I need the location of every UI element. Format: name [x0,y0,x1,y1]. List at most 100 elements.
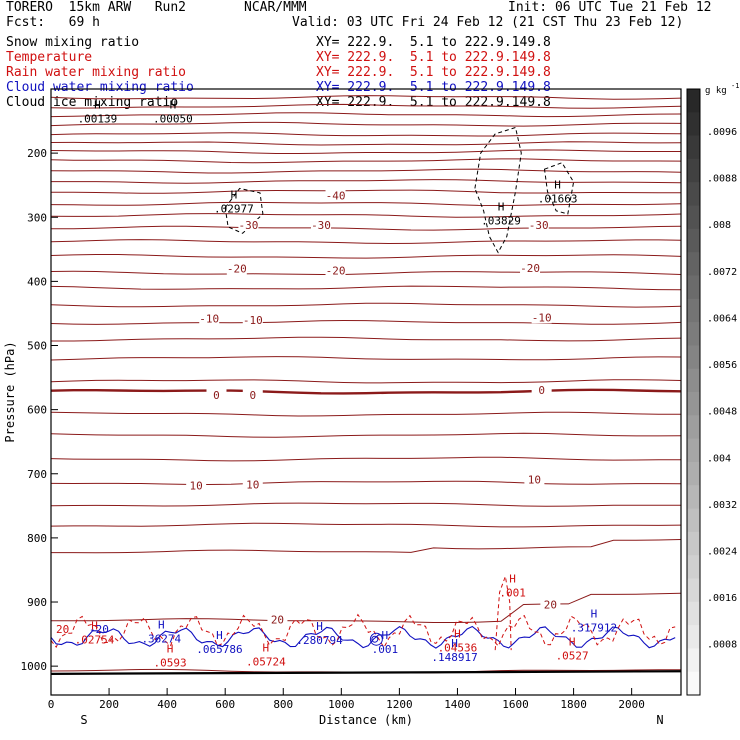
isotherm-line [50,502,682,507]
legend-snow-label: Snow mixing ratio [6,35,140,50]
cloud-contours [224,126,575,254]
cloud-ice-contour [543,162,575,215]
extremum-marker: H [454,628,461,641]
extremum-value: .02754 [75,633,115,646]
isotherm-label: -30 [529,219,549,232]
colorbar-tick-label: .0016 [707,593,737,604]
extremum-value: .317912 [571,622,617,635]
extremum-marker: H [509,572,516,585]
colorbar-swatch [687,205,700,230]
extremum-marker: H [498,201,505,214]
colorbar-swatch [687,438,700,463]
colorbar-swatch [687,298,700,323]
extremum-marker: H [94,99,101,112]
colorbar-tick-label: .0032 [707,500,737,511]
legend-snow-xy: XY= 222.9. 5.1 to 222.9.149.8 [316,35,551,50]
isotherm-label: 0 [538,384,545,397]
y-tick-label: 500 [27,340,47,353]
isotherm-label-bg [242,388,263,401]
isotherm-line [50,388,682,395]
colorbar-swatch [687,135,700,160]
x-tick-label: 1400 [444,698,471,711]
colorbar-swatch [687,228,700,253]
colorbar-swatch [687,601,700,626]
isotherm-label: 20 [544,599,557,612]
isotherm-label: 0 [213,389,220,402]
isotherm-line [50,239,682,245]
colorbar-swatch [687,112,700,137]
colorbar-swatch [687,345,700,370]
cloud-water-contour [50,625,676,649]
cloud-ice-contour [474,126,522,254]
cloud-water-ring [371,635,379,643]
isotherm-line [51,592,682,623]
isotherm-label: -30 [311,219,331,232]
isotherm-label-bg [186,479,207,492]
extremum-marker: H [451,637,458,650]
isotherm-line [50,149,681,154]
x-tick-label: 1600 [502,698,529,711]
rain-plume-contour [494,574,512,651]
isotherm-label: -10 [199,313,219,326]
colorbar-swatch [687,555,700,579]
y-tick-label: 800 [27,532,47,545]
temperature-isotherms [50,95,682,674]
isotherm-label: -20 [326,264,346,277]
endpoint-right-label: N [656,713,663,727]
x-tick-label: 0 [48,698,55,711]
colorbar-swatch [687,578,700,603]
model-title: TORERO 15km ARW Run2 [6,0,187,15]
isotherm-line [50,356,682,361]
isotherm-line [51,189,682,194]
endpoint-left-label: S [80,713,87,727]
valid-time: Valid: 03 UTC Fri 24 Feb 12 (21 CST Thu … [292,15,684,30]
isotherm-label-bg [325,264,346,277]
axes: 0 200 400 600 800 1000 1200 1400 1600 1800 2000200… [3,88,682,727]
colorbar-tick-label: .0048 [707,407,737,418]
extremum-value: .280794 [296,634,343,647]
colorbar-swatch [687,252,700,276]
y-tick-label: 1000 [21,660,48,673]
extremum-marker: H [231,188,238,201]
extremum-value: -20 [89,623,109,636]
isotherm-label-bg [531,383,552,396]
extremum-marker: H [216,629,223,642]
isotherm-label: -20 [520,262,540,275]
colorbar-swatch [687,368,700,393]
extremum-value: .00050 [153,113,193,126]
y-axis-title: Pressure (hPa) [3,341,17,442]
colorbar-swatch [687,461,700,486]
colorbar-tick-label: .0064 [707,313,737,324]
y-tick-label: 700 [27,468,47,481]
isotherm-line [50,319,682,325]
isotherm-label-bg [226,262,247,275]
colorbar-tick-label: .008 [707,220,731,231]
isotherm-line [51,336,682,342]
isotherm-line [50,168,682,174]
surface-line [50,670,682,675]
boundary-layer-contours [50,574,682,675]
colorbar-swatch [687,648,700,673]
isotherm-line [50,411,682,417]
x-axis-title: Distance (km) [319,713,413,727]
isotherm-label: -10 [243,314,263,327]
x-tick-label: 2000 [618,698,645,711]
legend-cloud-water-xy: XY= 222.9. 5.1 to 222.9.149.8 [316,80,551,95]
isotherm-line [50,141,682,146]
extremum-marker: H [167,642,174,655]
x-tick-label: 200 [99,698,119,711]
isotherm-label-bg [531,311,552,324]
contour-labels: -40 -30 -30 -30 -20 -20 -20 -10 -10 -10 0 0 0 10 10 10 2… [56,99,617,670]
colorbar-swatch [687,625,700,649]
extremum-marker: H [569,635,576,648]
isotherm-line [50,132,682,137]
forecast-hour: Fcst: 69 h [6,15,100,30]
isotherm-label-bg [524,473,545,486]
isotherm-label-bg [311,218,331,231]
colorbar-swatch [687,158,700,183]
colorbar-swatch [687,275,700,300]
extremum-marker: H [382,629,389,642]
isotherm-line [51,539,682,554]
legend-cloud-water-label: Cloud water mixing ratio [6,80,194,95]
